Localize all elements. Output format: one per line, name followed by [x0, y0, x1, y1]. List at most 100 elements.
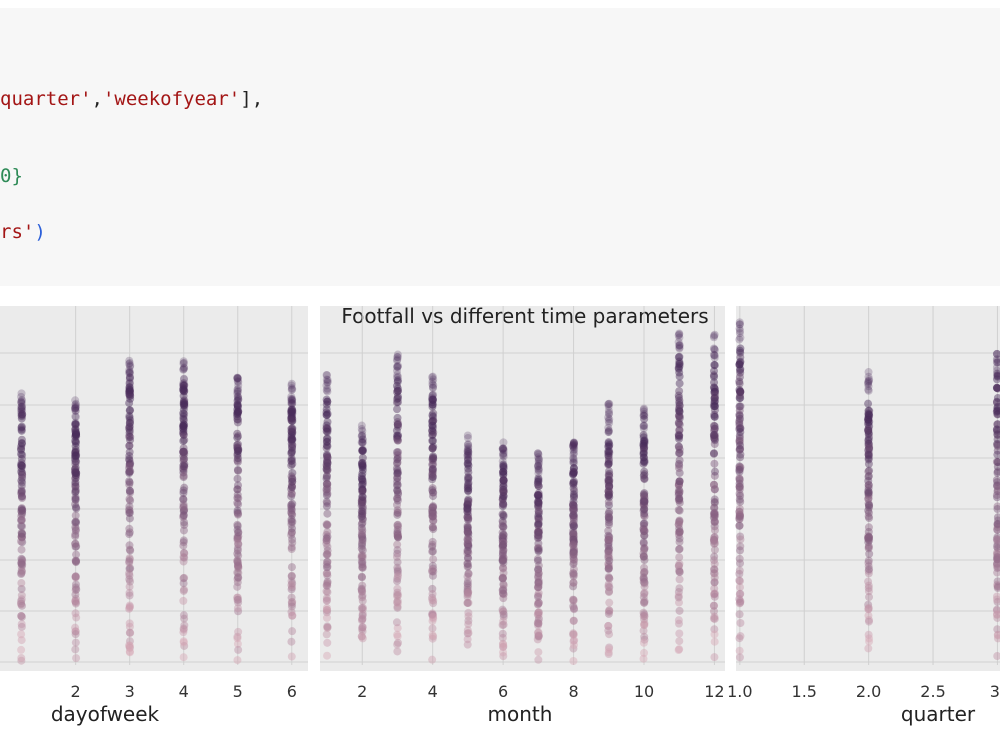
scatter-point [322, 450, 331, 459]
scatter-point [569, 467, 578, 476]
scatter-point [71, 523, 80, 532]
scatter-point [17, 402, 26, 411]
scatter-point [675, 344, 684, 353]
scatter-point [71, 597, 80, 606]
scatter-point [428, 523, 437, 532]
scatter-point [499, 612, 508, 621]
scatter-point [323, 509, 332, 518]
scatter-point [463, 505, 472, 514]
scatter-point [464, 486, 473, 495]
scatter-point [710, 578, 719, 587]
scatter-column [864, 368, 874, 653]
scatter-point [993, 493, 1000, 502]
scatter-point [865, 466, 874, 475]
scatter-point [358, 486, 367, 495]
scatter-point [357, 520, 366, 529]
scatter-point [569, 484, 578, 493]
scatter-point [463, 451, 472, 460]
scatter-point [323, 623, 332, 632]
scatter-point [993, 553, 1000, 562]
scatter-point [864, 489, 873, 498]
scatter-point [233, 508, 242, 517]
scatter-point [864, 472, 873, 481]
scatter-point [17, 599, 26, 608]
scatter-point [125, 368, 134, 377]
scatter-point [675, 534, 684, 543]
scatter-point [993, 550, 1000, 559]
scatter-point [864, 459, 873, 468]
scatter-point [498, 495, 507, 504]
scatter-point [179, 502, 188, 511]
scatter-point [864, 630, 873, 639]
scatter-point [234, 407, 243, 416]
scatter-point [233, 412, 242, 421]
scatter-point [864, 533, 873, 542]
scatter-point [710, 383, 719, 392]
scatter-point [534, 569, 543, 578]
scatter-point [429, 416, 438, 425]
scatter-point [393, 521, 402, 530]
scatter-point [993, 439, 1000, 448]
scatter-point [604, 491, 613, 500]
scatter-point [125, 495, 134, 504]
scatter-point [710, 361, 719, 370]
scatter-point [864, 569, 873, 578]
scatter-point [993, 502, 1000, 511]
scatter-point [604, 626, 613, 635]
scatter-point [993, 420, 1000, 429]
scatter-point [710, 345, 719, 354]
scatter-point [323, 377, 332, 386]
scatter-point [569, 521, 578, 530]
scatter-point [499, 479, 508, 488]
scatter-point [735, 438, 744, 447]
scatter-point [993, 548, 1000, 557]
scatter-point [605, 536, 614, 545]
scatter-point [180, 549, 189, 558]
scatter-point [125, 637, 134, 646]
scatter-point [233, 634, 242, 643]
scatter-point [234, 494, 243, 503]
scatter-point [17, 516, 26, 525]
scatter-point [992, 349, 1000, 358]
scatter-point [534, 450, 543, 459]
scatter-point [992, 398, 1000, 407]
scatter-point [428, 484, 437, 493]
scatter-point [125, 622, 134, 631]
scatter-point [498, 556, 507, 565]
scatter-point [463, 528, 472, 537]
scatter-point [464, 475, 473, 484]
scatter-point [605, 630, 614, 639]
scatter-point [17, 611, 26, 620]
scatter-point [735, 482, 744, 491]
scatter-point [710, 653, 719, 662]
scatter-point [125, 564, 134, 573]
scatter-point [463, 559, 472, 568]
scatter-point [534, 561, 543, 570]
scatter-point [463, 521, 472, 530]
scatter-point [499, 481, 508, 490]
scatter-point [710, 426, 719, 435]
scatter-point [357, 507, 366, 516]
scatter-point [233, 556, 242, 565]
scatter-point [392, 373, 401, 382]
scatter-point [570, 506, 579, 515]
scatter-point [126, 564, 135, 573]
scatter-point [17, 439, 26, 448]
scatter-point [125, 456, 134, 465]
scatter-point [605, 447, 614, 456]
scatter-point [499, 586, 508, 595]
scatter-point [323, 384, 332, 393]
scatter-point [179, 464, 188, 473]
scatter-point [709, 350, 718, 359]
scatter-point [71, 594, 80, 603]
scatter-point [393, 598, 402, 607]
scatter-point [604, 540, 613, 549]
scatter-point [71, 539, 80, 548]
scatter-point [358, 531, 367, 540]
scatter-point [125, 387, 134, 396]
code-cell[interactable]: quarter','weekofyear'], 0} rs') [0, 8, 1000, 286]
scatter-point [499, 451, 508, 460]
scatter-point [639, 444, 648, 453]
scatter-point [233, 429, 242, 438]
scatter-point [179, 447, 188, 456]
